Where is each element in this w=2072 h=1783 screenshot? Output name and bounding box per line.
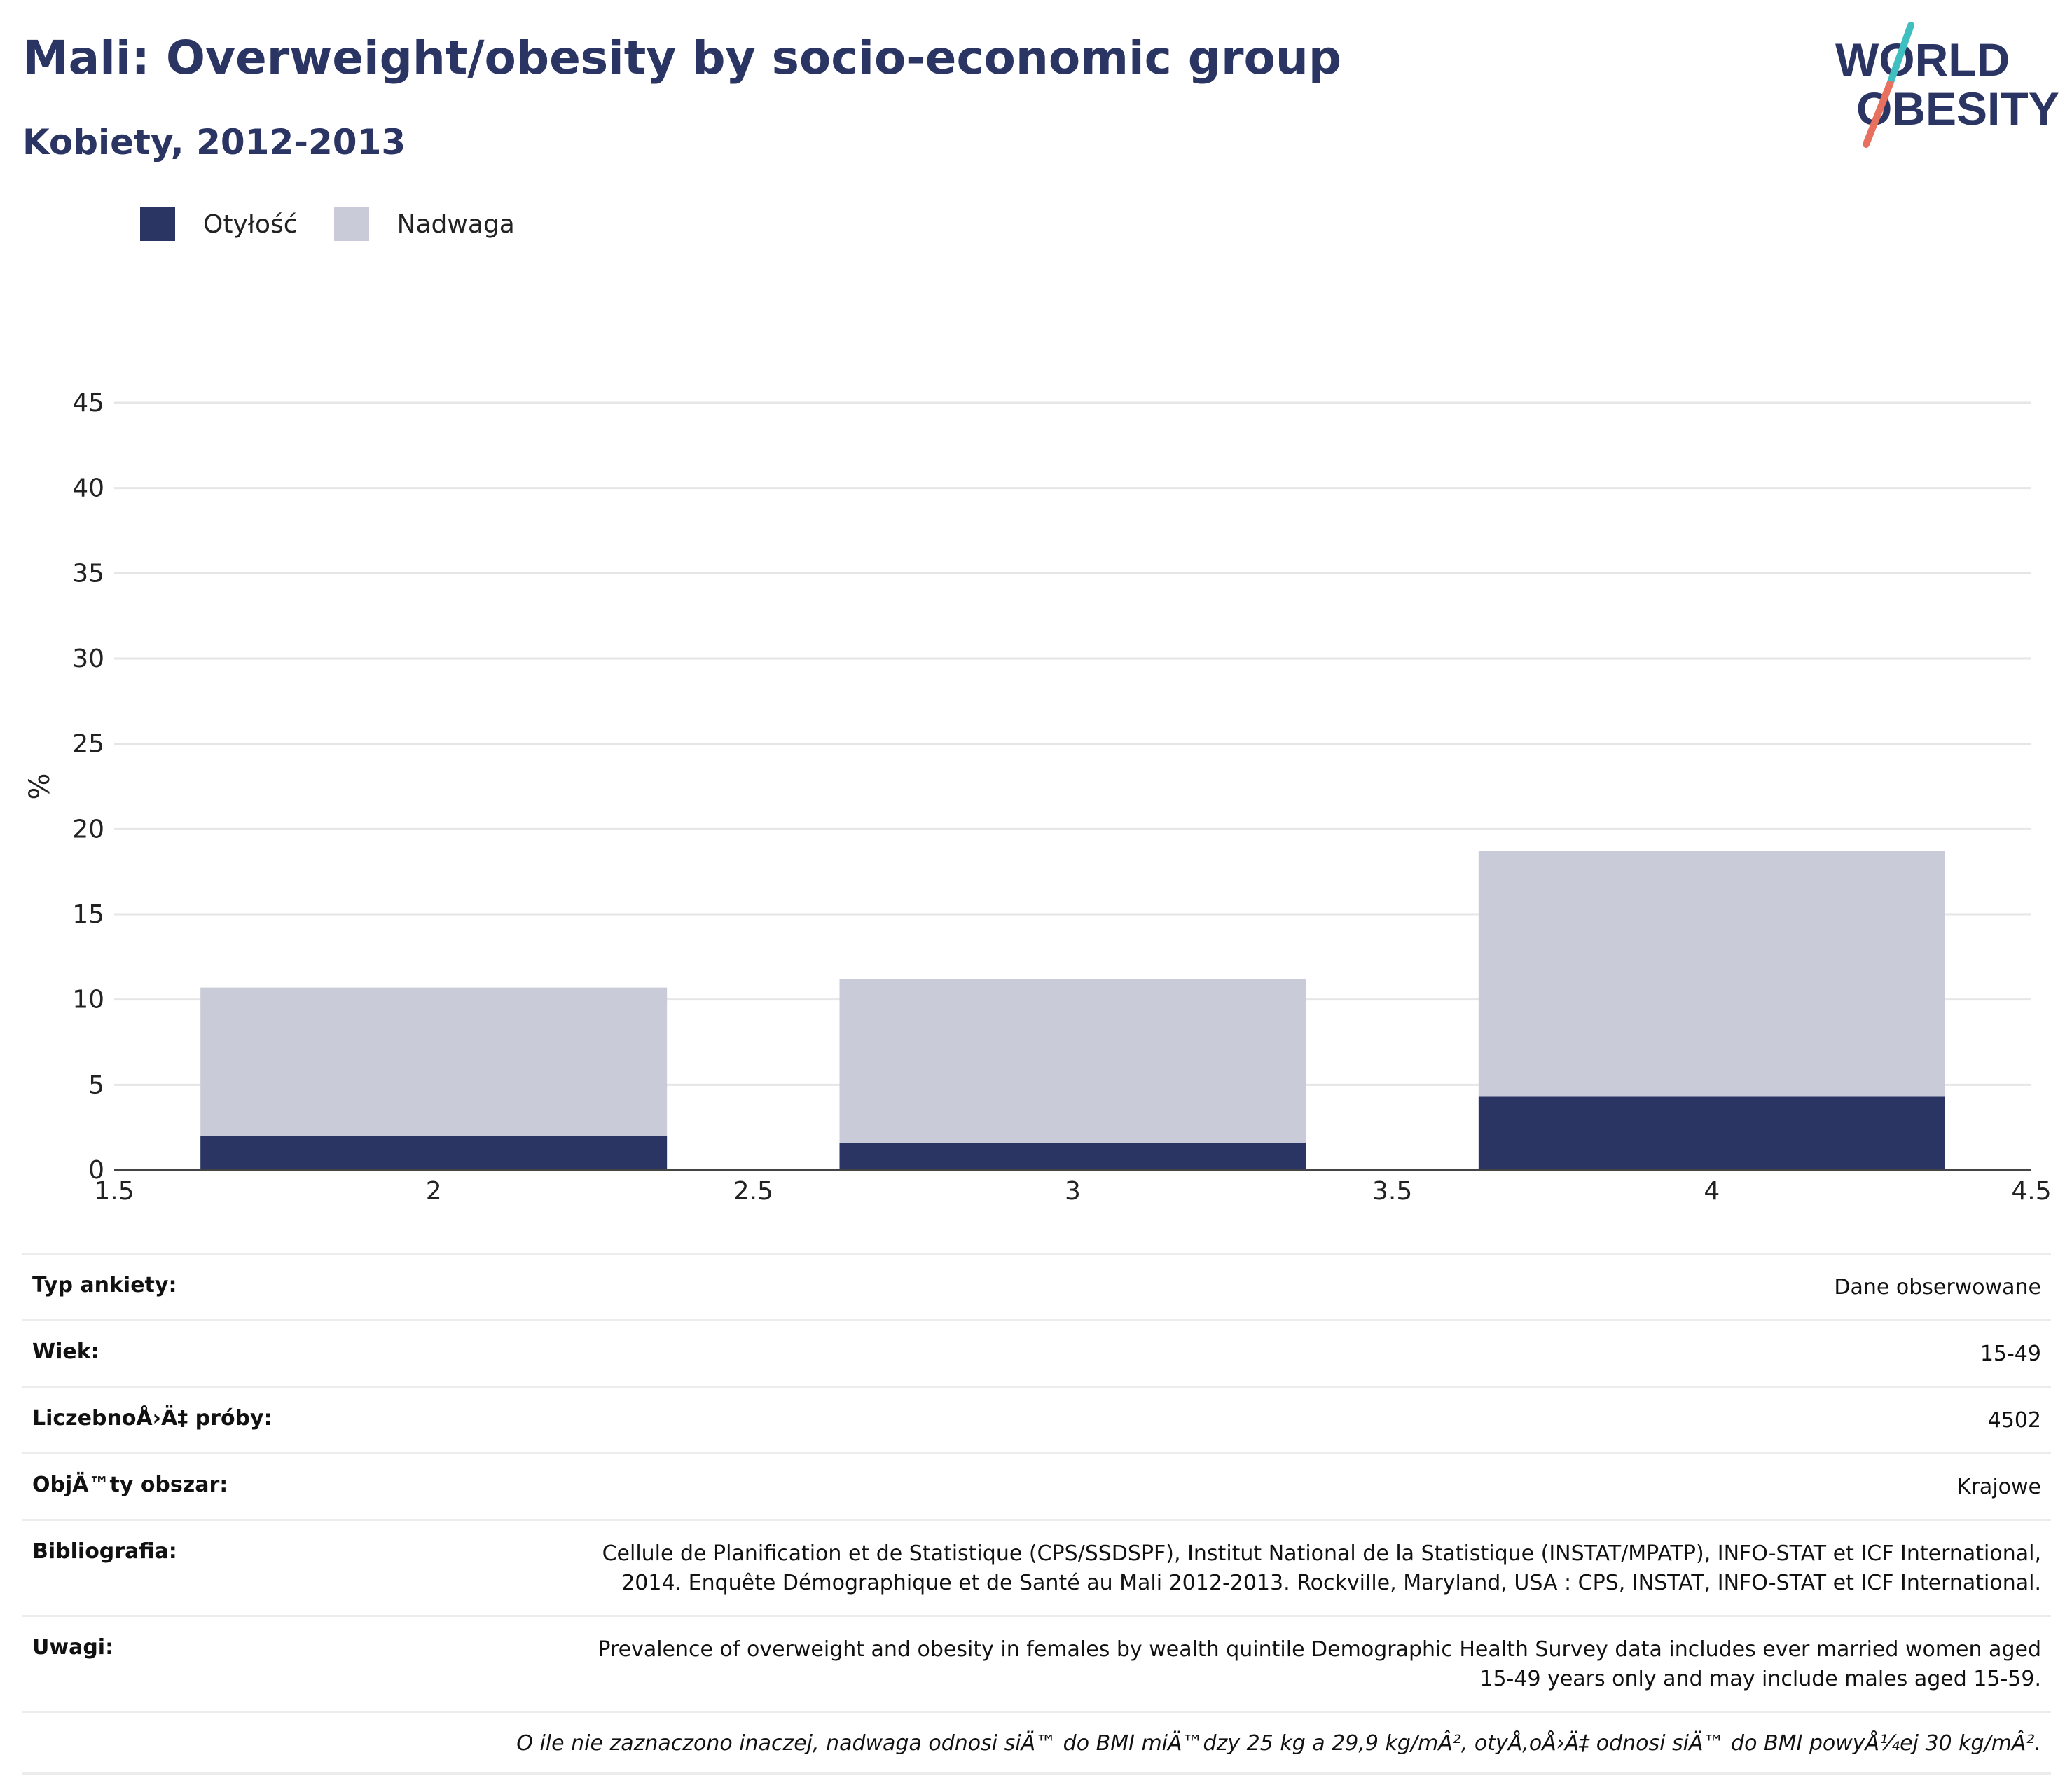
meta-row-age: Wiek: 15-49 [22, 1319, 2051, 1386]
meta-label: Uwagi: [32, 1635, 114, 1660]
meta-value: Cellule de Planification et de Statistiq… [602, 1541, 2041, 1595]
meta-label: Bibliografia: [32, 1539, 177, 1564]
legend-swatch-overweight [333, 207, 369, 241]
meta-row-sample-size: LiczebnoÅ›Ä‡ próby: 4502 [22, 1386, 2051, 1452]
bar-overweight [200, 987, 668, 1136]
meta-row-notes: Uwagi: Prevalence of overweight and obes… [22, 1615, 2051, 1711]
logo-text-world: WORLD [1835, 34, 2010, 85]
meta-label: ObjÄ™ty obszar: [32, 1473, 228, 1497]
x-tick-label: 3 [1065, 1177, 1081, 1205]
x-tick-label: 2 [426, 1177, 442, 1205]
y-tick-label: 45 [72, 389, 104, 418]
logo-slash-teal [1886, 22, 1914, 88]
meta-row-area: ObjÄ™ty obszar: Krajowe [22, 1452, 2051, 1519]
y-tick-label: 5 [88, 1071, 104, 1099]
x-tick-label: 4 [1704, 1177, 1720, 1205]
x-tick-label: 2.5 [733, 1177, 773, 1205]
meta-value: 4502 [1987, 1408, 2041, 1433]
chart-legend: Otyłość Nadwaga [140, 207, 551, 241]
legend-label-overweight: Nadwaga [396, 209, 515, 239]
bar-obesity [839, 1143, 1306, 1170]
meta-row-footnote: O ile nie zaznaczono inaczej, nadwaga od… [22, 1711, 2051, 1775]
legend-item-obesity[interactable]: Otyłość [140, 207, 298, 241]
y-tick-label: 0 [88, 1156, 104, 1185]
bmi-footnote: O ile nie zaznaczono inaczej, nadwaga od… [516, 1731, 2041, 1756]
meta-value: Prevalence of overweight and obesity in … [598, 1637, 2041, 1691]
y-tick-label: 25 [72, 730, 104, 759]
y-tick-label: 10 [72, 986, 104, 1014]
meta-value: Krajowe [1956, 1475, 2041, 1499]
chart-title: Mali: Overweight/obesity by socio-econom… [22, 31, 1342, 85]
y-tick-label: 40 [72, 474, 104, 503]
y-tick-label: 15 [72, 900, 104, 929]
legend-label-obesity: Otyłość [203, 209, 298, 239]
chart-subtitle: Kobiety, 2012-2013 [22, 122, 406, 163]
metadata-table: Typ ankiety: Dane obserwowane Wiek: 15-4… [22, 1253, 2051, 1775]
x-tick-label: 1.5 [94, 1177, 134, 1205]
meta-value: Dane obserwowane [1834, 1275, 2041, 1300]
world-obesity-logo: WORLD OBESITY [1835, 22, 2059, 148]
logo-slash-coral [1863, 81, 1893, 148]
y-tick-label: 20 [72, 815, 104, 844]
legend-swatch-obesity [140, 207, 175, 241]
meta-row-survey-type: Typ ankiety: Dane obserwowane [22, 1253, 2051, 1319]
stacked-bar-chart: 0 5 10 15 20 25 30 35 40 45% 1.5 2 2.5 3 3.5 4 4.5 [24, 389, 2052, 1205]
bar-obesity [200, 1136, 668, 1170]
y-axis-title: % [24, 773, 56, 799]
bar-obesity [1478, 1096, 1945, 1170]
meta-label: LiczebnoÅ›Ä‡ próby: [32, 1406, 272, 1431]
bar-overweight [1478, 851, 1945, 1097]
meta-value: 15-49 [1980, 1342, 2041, 1366]
x-tick-label: 4.5 [2011, 1177, 2051, 1205]
legend-item-overweight[interactable]: Nadwaga [333, 207, 515, 241]
meta-label: Wiek: [32, 1340, 99, 1364]
y-tick-label: 30 [72, 645, 104, 673]
bar-overweight [839, 979, 1306, 1143]
x-tick-label: 3.5 [1372, 1177, 1412, 1205]
meta-label: Typ ankiety: [32, 1273, 177, 1297]
y-tick-label: 35 [72, 559, 104, 588]
meta-row-bibliography: Bibliografia: Cellule de Planification e… [22, 1519, 2051, 1615]
